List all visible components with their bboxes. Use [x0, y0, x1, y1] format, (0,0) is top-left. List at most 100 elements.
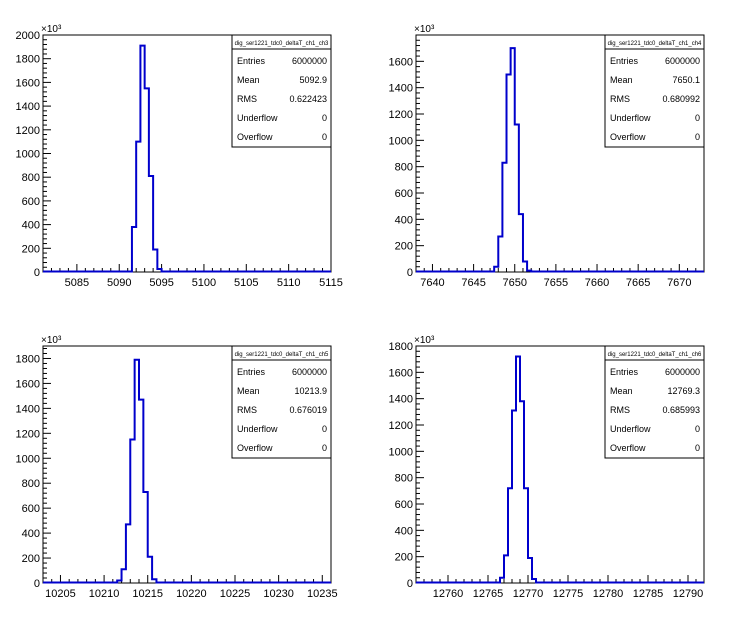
- y-tick-label: 2000: [16, 30, 40, 42]
- x-tick-label: 12770: [513, 588, 544, 600]
- stats-label: Overflow: [610, 443, 646, 453]
- stats-label: RMS: [237, 405, 257, 415]
- y-tick-label: 1200: [389, 420, 413, 432]
- stats-label: Mean: [237, 386, 260, 396]
- stats-value: 7650.1: [672, 75, 700, 85]
- y-tick-label: 1200: [389, 109, 413, 121]
- x-tick-label: 5085: [65, 277, 89, 289]
- x-tick-label: 5110: [277, 277, 301, 289]
- y-tick-label: 0: [34, 578, 40, 590]
- stats-value: 6000000: [292, 367, 327, 377]
- y-tick-label: 1000: [16, 453, 40, 465]
- stats-box: dig_ser1221_tdc0_deltaT_ch1_ch5 Entries 60…: [231, 345, 332, 459]
- stats-box-frame: [231, 34, 332, 148]
- stats-value: 0.676019: [289, 405, 327, 415]
- y-tick-label: 1000: [389, 446, 413, 458]
- y-tick-label: 1000: [16, 149, 40, 161]
- histogram-panel-1: 0 200 400 600 800 1000 1200 1400 1600 1800 2000 508…: [16, 24, 343, 289]
- stats-value: 6000000: [292, 56, 327, 66]
- histogram-panel-2: 0 200 400 600 800 1000 1200 1400 1600 7640 7645 765…: [389, 24, 705, 289]
- stats-title: dig_ser1221_tdc0_deltaT_ch1_ch6: [608, 352, 702, 358]
- stats-value: 0: [695, 113, 700, 123]
- x-tick-label: 10230: [263, 588, 294, 600]
- stats-label: Underflow: [610, 113, 651, 123]
- y-tick-label: 800: [395, 473, 413, 485]
- x-tick-label: 7660: [585, 277, 609, 289]
- y-tick-label: 1600: [16, 378, 40, 390]
- y-tick-label: 1600: [389, 56, 413, 68]
- x-tick-label: 7665: [626, 277, 650, 289]
- x-tick-label: 12780: [593, 588, 624, 600]
- stats-label: Underflow: [610, 424, 651, 434]
- stats-label: RMS: [610, 405, 630, 415]
- stats-title: dig_ser1221_tdc0_deltaT_ch1_ch5: [235, 352, 329, 358]
- y-tick-label: 1800: [389, 341, 413, 353]
- stats-value: 0: [695, 424, 700, 434]
- stats-box-frame: [604, 345, 705, 459]
- y-tick-label: 1800: [16, 353, 40, 365]
- x-tick-label: 7650: [503, 277, 527, 289]
- stats-label: Entries: [610, 367, 639, 377]
- y-tick-label: 400: [22, 528, 40, 540]
- x-tick-label: 5105: [234, 277, 258, 289]
- y-tick-label: 1200: [16, 428, 40, 440]
- stats-value: 0: [322, 113, 327, 123]
- x-tick-label: 7645: [461, 277, 485, 289]
- histogram-outline: [416, 355, 704, 584]
- y-tick-label: 1000: [389, 135, 413, 147]
- x-tick-label: 10225: [220, 588, 251, 600]
- y-exponent-label: ×10³: [41, 24, 62, 35]
- y-tick-label: 1400: [389, 394, 413, 406]
- y-tick-label: 600: [22, 196, 40, 208]
- y-tick-label: 0: [407, 578, 413, 590]
- x-tick-label: 12790: [673, 588, 704, 600]
- x-tick-label: 12760: [433, 588, 464, 600]
- x-tick-label: 10205: [45, 588, 76, 600]
- stats-value: 6000000: [665, 56, 700, 66]
- stats-title: dig_ser1221_tdc0_deltaT_ch1_ch4: [608, 41, 702, 47]
- stats-value: 6000000: [665, 367, 700, 377]
- x-tick-label: 12765: [473, 588, 504, 600]
- x-tick-label: 5090: [107, 277, 131, 289]
- y-tick-label: 800: [22, 478, 40, 490]
- stats-box: dig_ser1221_tdc0_deltaT_ch1_ch4 Entries 60…: [604, 34, 705, 148]
- y-tick-label: 600: [395, 188, 413, 200]
- stats-label: Entries: [610, 56, 639, 66]
- stats-box-frame: [231, 345, 332, 459]
- histogram-panel-3: 0 200 400 600 800 1000 1200 1400 1600 1800 10205 10…: [16, 335, 338, 600]
- y-tick-label: 1200: [16, 125, 40, 137]
- y-tick-label: 0: [34, 267, 40, 279]
- stats-label: RMS: [610, 94, 630, 104]
- histogram-outline: [416, 47, 704, 273]
- stats-value: 10213.9: [294, 386, 327, 396]
- stats-value: 0: [322, 424, 327, 434]
- stats-title: dig_ser1221_tdc0_deltaT_ch1_ch3: [235, 41, 329, 47]
- y-tick-label: 400: [395, 525, 413, 537]
- stats-box: dig_ser1221_tdc0_deltaT_ch1_ch3 Entries 60…: [231, 34, 332, 148]
- stats-label: Overflow: [610, 132, 646, 142]
- stats-label: Mean: [610, 386, 633, 396]
- stats-value: 0.680992: [662, 94, 700, 104]
- x-tick-label: 7640: [420, 277, 444, 289]
- x-tick-label: 12775: [553, 588, 584, 600]
- stats-value: 0.622423: [289, 94, 327, 104]
- y-tick-label: 800: [22, 172, 40, 184]
- y-tick-label: 1800: [16, 54, 40, 66]
- x-tick-label: 10210: [89, 588, 120, 600]
- histogram-outline: [43, 44, 331, 273]
- y-tick-label: 1600: [16, 77, 40, 89]
- stats-value: 0: [322, 132, 327, 142]
- stats-label: Overflow: [237, 443, 273, 453]
- stats-label: Entries: [237, 367, 266, 377]
- x-tick-label: 12785: [633, 588, 664, 600]
- x-tick-label: 7655: [544, 277, 568, 289]
- y-tick-label: 400: [395, 214, 413, 226]
- stats-label: Overflow: [237, 132, 273, 142]
- y-tick-label: 200: [395, 241, 413, 253]
- y-tick-label: 1400: [16, 101, 40, 113]
- stats-value: 0: [322, 443, 327, 453]
- y-tick-label: 1400: [16, 403, 40, 415]
- histogram-outline: [43, 358, 331, 584]
- x-tick-label: 7670: [667, 277, 691, 289]
- y-exponent-label: ×10³: [41, 335, 62, 346]
